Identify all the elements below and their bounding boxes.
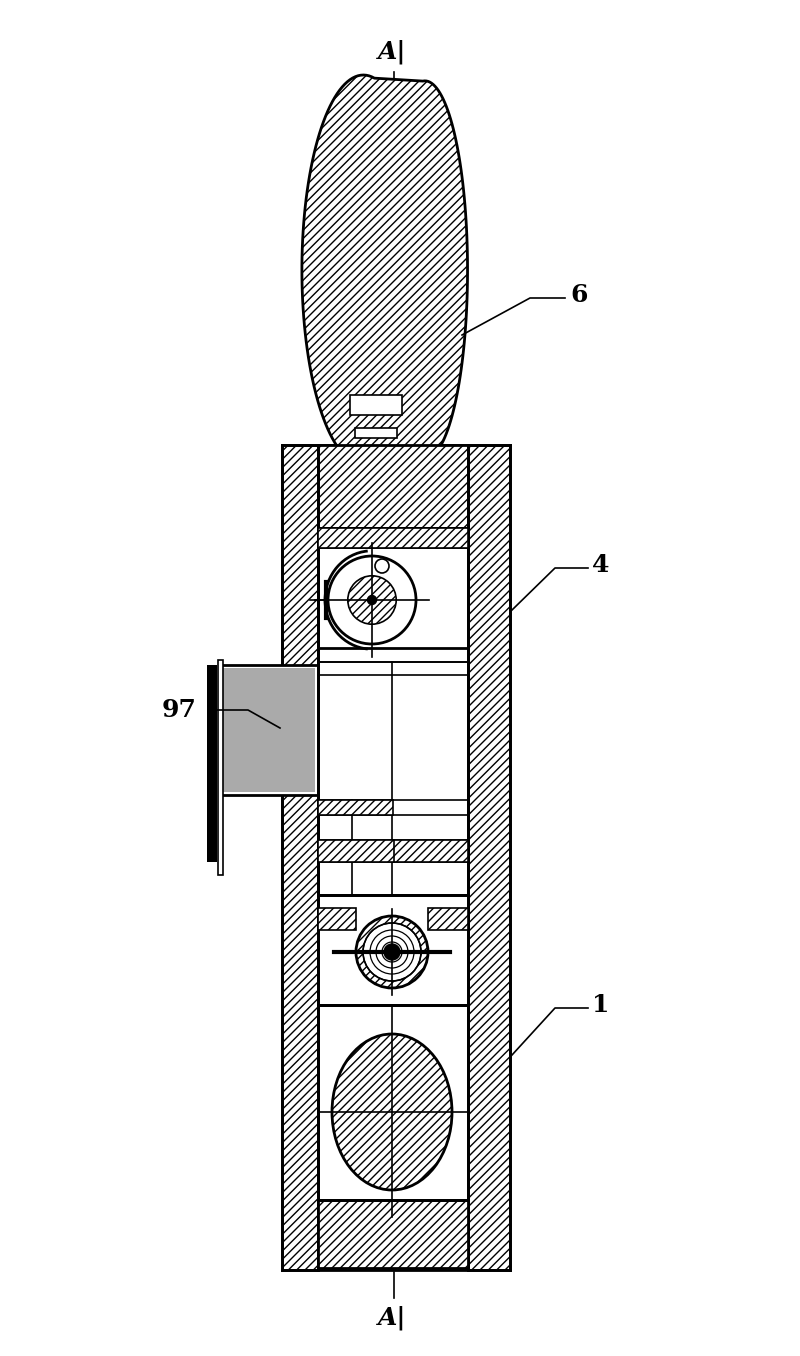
Circle shape [348, 576, 396, 624]
Bar [318, 445, 468, 527]
Bar [468, 445, 510, 1271]
Text: A|: A| [378, 39, 406, 64]
Text: 6: 6 [570, 283, 587, 306]
Bar [207, 664, 217, 862]
Text: 97: 97 [162, 698, 197, 721]
Bar [318, 909, 356, 930]
Polygon shape [302, 75, 467, 465]
Bar [318, 1200, 468, 1268]
Circle shape [384, 944, 400, 960]
Bar [392, 839, 468, 862]
Circle shape [367, 595, 377, 605]
Bar [223, 669, 315, 792]
Text: 1: 1 [592, 993, 610, 1017]
Ellipse shape [332, 1035, 452, 1191]
Circle shape [375, 559, 389, 574]
Circle shape [328, 556, 416, 644]
Bar [350, 395, 402, 415]
Circle shape [356, 917, 428, 989]
Bar [318, 839, 394, 862]
Bar [318, 800, 393, 815]
Bar [220, 664, 318, 795]
Bar [318, 1005, 468, 1200]
Bar [218, 660, 223, 875]
Bar [428, 909, 468, 930]
Bar [318, 527, 468, 548]
Bar [318, 895, 468, 1005]
Bar [282, 445, 318, 1271]
Text: 4: 4 [592, 553, 610, 578]
Bar [355, 428, 397, 438]
Text: A|: A| [378, 1306, 406, 1330]
Circle shape [363, 923, 421, 980]
